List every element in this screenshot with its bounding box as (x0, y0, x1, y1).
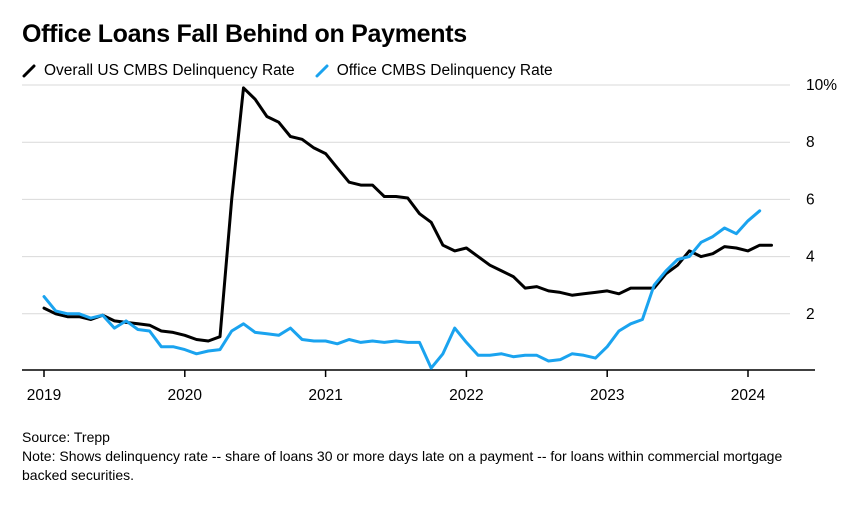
y-tick-label-8: 8 (806, 134, 815, 151)
note-text: Note: Shows delinquency rate -- share of… (22, 448, 783, 483)
series-line-overall (42, 86, 773, 343)
x-tick-label-2022: 2022 (449, 387, 483, 404)
y-tick-label-6: 6 (806, 191, 815, 208)
legend-label-office: Office CMBS Delinquency Rate (336, 62, 553, 79)
legend-item-office: Office CMBS Delinquency Rate (315, 62, 553, 80)
chart-footer: Source: Trepp Note: Shows delinquency ra… (22, 428, 822, 485)
x-tick-label-2020: 2020 (168, 387, 203, 404)
chart-title: Office Loans Fall Behind on Payments (22, 20, 467, 48)
y-tick-label-2: 2 (806, 306, 815, 323)
x-tick-label-2023: 2023 (590, 387, 624, 404)
y-tick-label-4: 4 (806, 249, 815, 266)
legend-swatch-overall (22, 64, 36, 78)
legend-swatch-office (315, 64, 329, 78)
series-line-office (42, 209, 762, 370)
legend-item-overall: Overall US CMBS Delinquency Rate (22, 62, 295, 80)
x-tick-label-2021: 2021 (308, 387, 342, 404)
x-tick-label-2019: 2019 (27, 387, 61, 404)
chart-legend: Overall US CMBS Delinquency Rate Office … (22, 62, 573, 80)
legend-label-overall: Overall US CMBS Delinquency Rate (44, 62, 295, 79)
x-tick-label-2024: 2024 (731, 387, 766, 404)
source-text: Source: Trepp (22, 429, 110, 445)
y-tick-label-10: 10% (806, 77, 837, 94)
